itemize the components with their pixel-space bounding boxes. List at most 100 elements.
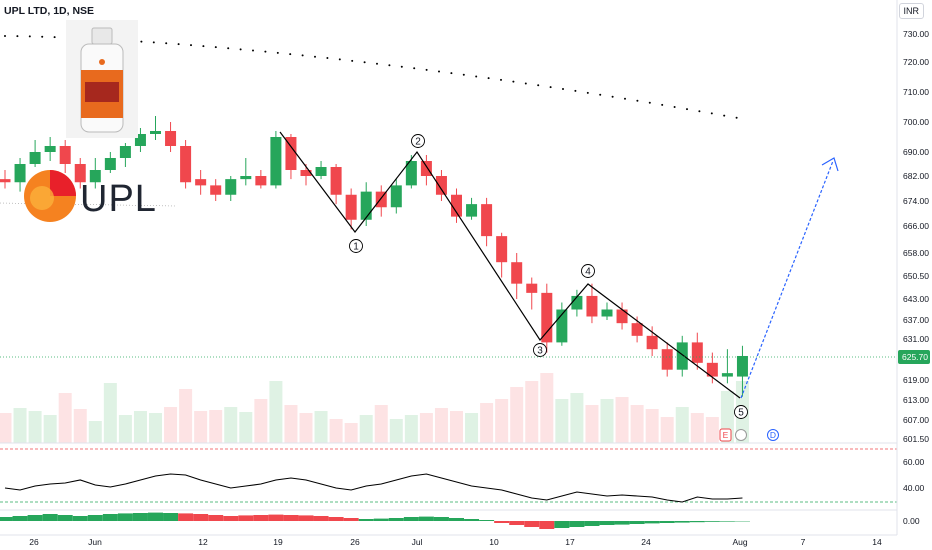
volume-bar-41 [615, 397, 629, 443]
symbol-title: UPL LTD, 1D, NSE [4, 5, 95, 17]
candle-41 [616, 309, 628, 324]
trend-dot-17 [214, 46, 217, 49]
volume-bar-30 [450, 411, 463, 443]
candle-31 [466, 204, 478, 217]
volume-bar-2 [28, 411, 42, 443]
wave-4-label: 4 [585, 267, 591, 278]
candle-28 [420, 161, 432, 176]
currency-badge[interactable]: INR [898, 3, 924, 19]
macd-bar-44 [659, 521, 675, 523]
trend-dot-29 [363, 61, 366, 64]
trend-dot-23 [289, 53, 292, 56]
price-tick-7: 643.00 [903, 294, 929, 304]
candle-9 [134, 134, 146, 146]
macd-bar-21 [313, 516, 329, 521]
macd-bar-38 [569, 521, 585, 527]
last-price-tag [898, 350, 930, 364]
macd-bar-22 [328, 517, 344, 521]
candle-0 [0, 179, 11, 183]
candle-48 [721, 373, 733, 377]
price-tick-8: 650.50 [903, 271, 929, 281]
time-tick-5: Jul [412, 537, 423, 547]
price-tick-11: 674.00 [903, 196, 929, 206]
macd-bar-11 [163, 513, 179, 521]
time-tick-8: 24 [641, 537, 651, 547]
trend-dot-31 [388, 64, 391, 67]
trend-dot-13 [165, 42, 168, 45]
trend-dot-47 [586, 91, 589, 94]
macd-bar-7 [102, 514, 118, 521]
trend-dot-42 [524, 82, 527, 85]
candle-37 [556, 309, 568, 343]
macd-bar-12 [178, 513, 194, 521]
trend-dot-34 [425, 68, 428, 71]
macd-bar-32 [479, 520, 495, 521]
product-bottle-image [66, 20, 138, 138]
trend-dot-30 [376, 62, 378, 65]
macd-bar-5 [72, 516, 88, 521]
time-tick-7: 17 [565, 537, 575, 547]
indicator-panes: 60.00 40.00 0.00 [0, 442, 925, 529]
price-tick-5: 631.00 [903, 334, 929, 344]
candle-44 [661, 349, 673, 370]
forecast-arrow-head [821, 157, 839, 172]
trend-dot-24 [301, 54, 304, 57]
trend-dot-43 [537, 84, 540, 87]
macd-bar-43 [644, 521, 660, 524]
trend-dot-37 [462, 73, 465, 76]
volume-bar-44 [660, 417, 674, 443]
macd-bar-40 [599, 521, 615, 525]
candle-22 [330, 167, 342, 195]
volume-bar-42 [630, 405, 644, 443]
volume-bar-28 [419, 413, 433, 443]
earnings-marker [719, 428, 732, 442]
trend-dot-20 [252, 49, 254, 52]
price-tick-15: 710.00 [903, 87, 929, 97]
candle-5 [74, 164, 86, 183]
trend-dot-16 [202, 45, 205, 48]
trend-dot-50 [624, 97, 626, 100]
macd-bar-37 [554, 521, 570, 528]
volume-bar-24 [359, 415, 373, 443]
candle-39 [586, 295, 598, 317]
macd-bar-34 [509, 521, 525, 525]
volume-bar-39 [585, 405, 599, 443]
volume-bar-26 [389, 419, 403, 443]
price-tick-1: 607.00 [903, 415, 929, 425]
price-tick-16: 720.00 [903, 57, 929, 67]
candle-47 [706, 362, 718, 377]
macd-bar-29 [433, 517, 449, 521]
time-tick-1: Jun [88, 537, 102, 547]
trend-dot-55 [686, 108, 688, 111]
macd-bar-16 [238, 515, 254, 521]
macd-bar-10 [148, 512, 163, 521]
trend-dot-21 [264, 50, 267, 53]
time-tick-0: 26 [29, 537, 39, 547]
wave-5-label: 5 [738, 408, 744, 419]
trend-dot-19 [239, 48, 242, 51]
macd-bar-33 [494, 521, 510, 523]
macd-bar-8 [117, 513, 133, 521]
upl-logo-text: UPL [80, 178, 157, 220]
volume-bar-18 [269, 381, 283, 443]
support-dots [0, 202, 176, 207]
candle-49 [736, 355, 748, 377]
candle-4 [59, 146, 71, 164]
macd-bar-31 [464, 519, 480, 521]
volume-bar-3 [43, 415, 57, 443]
trend-dot-54 [673, 105, 676, 108]
volume-bar-0 [0, 413, 12, 443]
volume-bar-13 [194, 411, 208, 443]
macd-bar-27 [403, 517, 419, 521]
macd-bar-18 [268, 514, 284, 521]
macd-bar-30 [449, 518, 464, 521]
candle-25 [375, 191, 387, 208]
trend-dot-15 [190, 44, 192, 47]
trend-dot-56 [698, 110, 701, 113]
macd-bar-45 [674, 521, 690, 523]
candle-46 [691, 342, 703, 363]
volume-bar-16 [239, 412, 253, 443]
trend-dot-4 [53, 36, 56, 39]
candle-7 [104, 158, 116, 170]
